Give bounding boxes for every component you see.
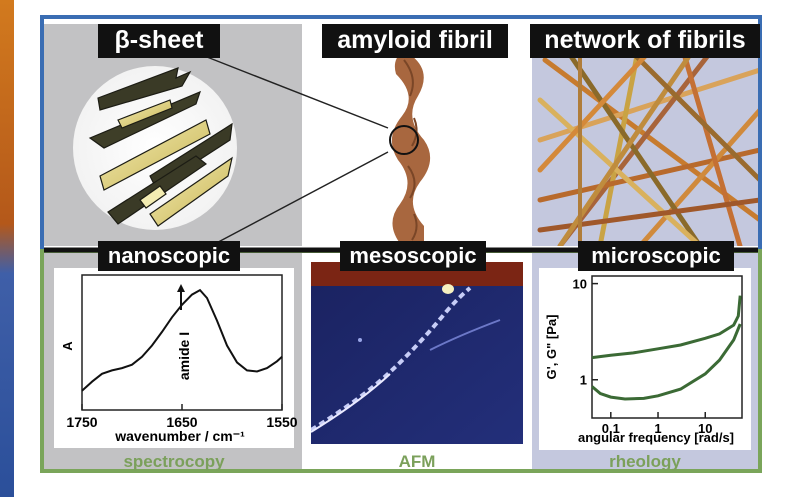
caption-rheology: rheology [609,452,681,471]
label-mesoscopic: mesoscopic [340,241,486,271]
spectrum-x-tick-label: 1550 [266,414,297,430]
rheology-chart: 0.1 1 10 1 10 G', G" [Pa] angular frequency … [539,268,751,450]
rheology-axes [591,275,743,419]
annotation-arrowhead [177,284,185,292]
spectrum-line [81,288,283,392]
twisted-fibril-icon [389,52,431,246]
zoom-line-top [206,56,389,129]
side-strip [0,0,14,497]
spectrum-plot-background [54,268,294,448]
rheology-x-tick-label: 1 [654,421,661,436]
zoom-line-bottom [206,151,389,249]
rheology-xlabel: angular frequency [rad/s] [578,430,734,445]
label-beta-sheet: β-sheet [98,24,220,58]
spectrum-x-tick-label: 1650 [166,414,197,430]
rheology-x-tick-label: 0.1 [602,421,620,436]
label-network: network of fibrils [530,24,760,58]
rheology-y-tick-label: 10 [573,277,587,292]
caption-afm: AFM [399,452,436,471]
zoom-circle [389,125,419,155]
spectrum-xlabel: wavenumber / cm⁻¹ [114,428,245,444]
rheology-series-loss [591,323,742,401]
spectrum-annotation: amide I [176,332,192,380]
label-nanoscopic: nanoscopic [98,241,240,271]
rheology-series-storage [591,295,742,360]
rheology-ylabel: G', G" [Pa] [544,315,559,380]
spectrum-x-tick-label: 1750 [66,414,97,430]
rheology-x-tick-label: 10 [698,421,712,436]
label-amyloid-fibril: amyloid fibril [322,24,508,58]
rheology-plot-background [539,268,751,450]
afm-image-icon [311,262,523,444]
beta-sheet-ribbon-icon [73,66,237,230]
spectrum-chart: 1750 1650 1550 A amide I wavenumber / cm⁻¹ [54,268,298,448]
fibril-network-icon [537,37,758,246]
label-microscopic: microscopic [578,241,734,271]
rheology-y-tick-label: 1 [580,373,587,388]
spectrum-ylabel: A [60,341,75,351]
caption-spectroscopy: spectrocopy [123,452,225,471]
